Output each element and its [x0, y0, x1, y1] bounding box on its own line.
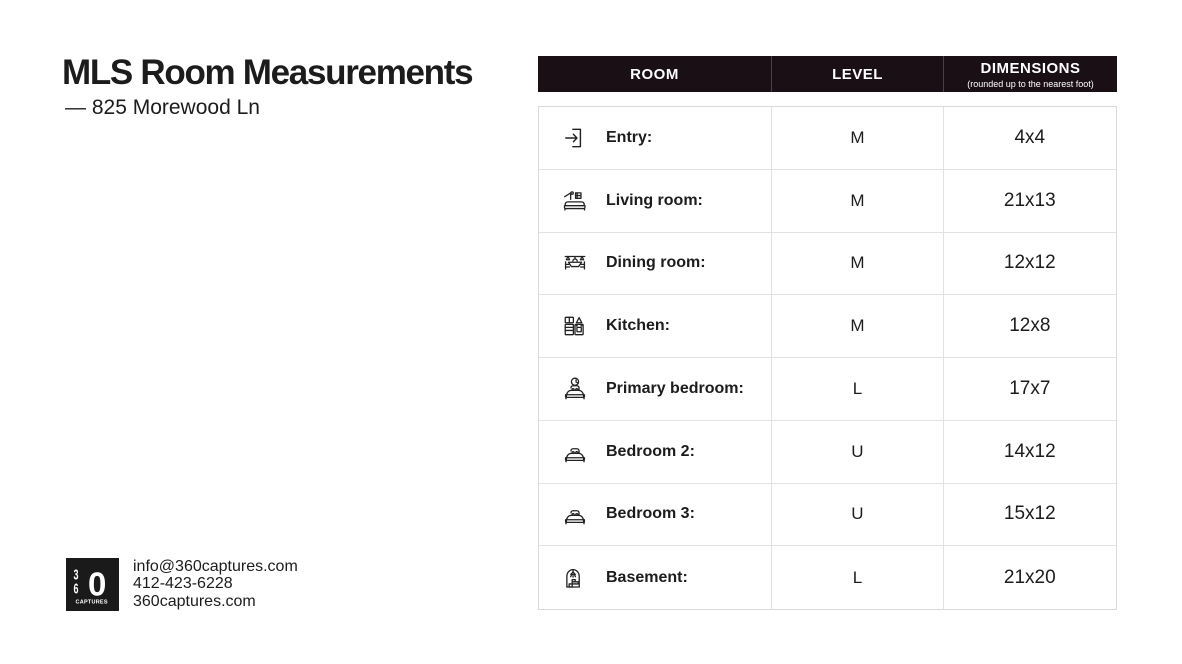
svg-text:CAPTURES: CAPTURES [76, 600, 108, 606]
svg-text:6: 6 [74, 580, 79, 597]
svg-text:0: 0 [88, 566, 106, 603]
